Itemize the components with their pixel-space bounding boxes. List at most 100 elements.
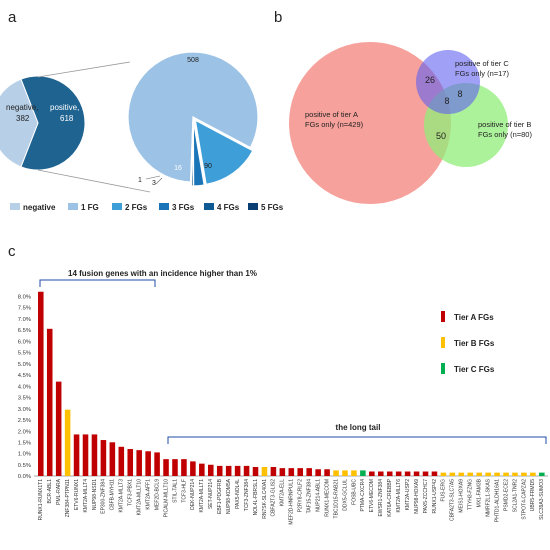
x-tick-label: PHTD1-ALDH16A1 [494, 479, 500, 522]
legend-swatch [441, 337, 445, 348]
legend-label: 3 FGs [172, 203, 195, 212]
y-tick-label: 7.0% [18, 317, 31, 323]
venn-overlap-ab: 50 [436, 131, 446, 141]
bar [100, 440, 107, 476]
bar [279, 468, 286, 476]
bar [521, 472, 527, 476]
x-tick-label: KMT2A-AFF1 [145, 479, 151, 510]
legend-swatch [10, 203, 20, 210]
bar [252, 467, 259, 476]
x-tick-label: KMT2A-MLLT4 [83, 479, 89, 513]
bar [351, 470, 357, 476]
bar [216, 465, 223, 476]
bar [503, 472, 509, 476]
venn-label-c-line1: positive of tier C [455, 59, 509, 68]
bar-chart-xlabels: RUNX1-RUNX1T1 BCR-ABL1 PML-RARA ZNF384-PTPN… [38, 478, 545, 524]
x-tick-label: PAX5-ZCCHC7 [423, 479, 429, 514]
legend-swatch [159, 203, 169, 210]
legend-label: 5 FGs [261, 203, 284, 212]
x-tick-label: BCR-ABL1 [47, 479, 53, 504]
panel-label-c: c [8, 243, 16, 260]
bar [404, 471, 411, 476]
venn-overlap-bc: 8 [457, 89, 462, 99]
x-tick-label: STPOT4-CAPZA2 [521, 479, 527, 520]
bar [539, 472, 545, 476]
pie-slice-2fgs [194, 119, 254, 186]
venn-overlap-ac: 26 [425, 75, 435, 85]
pie-label-negative: negative, [6, 103, 38, 112]
x-tick-label: P2RY8-CRLF2 [298, 479, 304, 512]
x-tick-label: NUP98-HOXA9 [414, 479, 420, 514]
pie-slice-5fgs [189, 120, 194, 187]
bar [431, 471, 438, 476]
bar [82, 434, 89, 476]
pie-right-value-labels: 508 90 16 3 1 [138, 57, 212, 187]
x-tick-label: ETV6-MECOM [369, 479, 375, 512]
x-tick-label: MEIS1-HOXA9 [459, 479, 465, 513]
x-tick-label: KAT6A-CREBBP [387, 478, 393, 516]
x-tick-label: NMRF2L1-SKAS [485, 478, 491, 516]
x-tick-label: SCL2A1-TNR2 [512, 479, 518, 513]
venn-label-a-line2: FGs only (n=429) [305, 120, 364, 129]
x-tick-label: KMT2A-USP2 [405, 479, 411, 511]
bar [369, 471, 375, 476]
x-tick-label: MEF2D-HNRNPUL1 [289, 479, 295, 525]
bracket-tail [167, 436, 547, 444]
x-tick-label: EBF1-PDGFRB [217, 478, 223, 514]
panel-label-b: b [274, 9, 282, 26]
bar [413, 471, 420, 476]
bar [154, 452, 160, 476]
venn-label-a-line1: positive of tier A [305, 110, 358, 119]
x-tick-label: PSMD2-ECE2 [503, 479, 509, 511]
bar [467, 472, 474, 476]
x-tick-label: NUP214-ABL1 [315, 479, 321, 512]
y-tick-label: 5.0% [18, 362, 31, 368]
bar [234, 465, 241, 476]
bar [386, 471, 393, 476]
bar [342, 470, 348, 476]
bar [378, 471, 384, 476]
y-tick-label: 0.0% [18, 474, 31, 480]
bar [494, 472, 500, 476]
venn-overlap-abc: 8 [444, 96, 449, 106]
y-tick-label: 2.5% [18, 418, 31, 424]
x-tick-label: RUNX1-MECOM [324, 479, 330, 517]
pie-connectors [37, 61, 151, 193]
x-tick-label: PTMA-CXCR4 [360, 479, 366, 512]
x-tick-label: NUP98-NSD1 [92, 479, 98, 510]
legend-label: 2 FGs [125, 203, 148, 212]
bar [73, 434, 80, 476]
venn-label-b-line2: FGs only (n=80) [478, 130, 532, 139]
bar [288, 468, 295, 476]
bar [127, 449, 134, 476]
bar [530, 472, 536, 476]
x-tick-label: RUNX1-USP42 [432, 479, 438, 514]
bar [458, 472, 465, 476]
x-tick-label: TBC1D15-RAB21 [333, 479, 339, 519]
bracket-high [39, 279, 156, 287]
legend-label: negative [23, 203, 56, 212]
x-tick-label: SLC39A3-SUMO3 [539, 479, 545, 520]
pie-value-label: 1 [138, 177, 142, 184]
y-tick-label: 3.0% [18, 407, 31, 413]
legend-label: Tier C FGs [454, 365, 495, 374]
x-tick-label: CBFA2T3-GLIS2 [271, 479, 277, 517]
x-tick-label: MEF2D-BCL9 [154, 479, 160, 510]
annotation-high-incidence: 14 fusion genes with an incidence higher… [68, 269, 257, 278]
bar [440, 472, 447, 476]
bar [261, 467, 268, 476]
bar [395, 471, 402, 476]
y-tick-label: 2.0% [18, 429, 31, 435]
bar [136, 450, 142, 476]
bar [181, 459, 187, 476]
legend-label: Tier B FGs [454, 339, 495, 348]
pie-value-negative: 382 [16, 114, 30, 123]
x-tick-label: TCF3-ZNF384 [244, 479, 250, 511]
venn-label-b-line1: positive of tier B [478, 120, 531, 129]
x-tick-label: TAF15-ZNF384 [307, 479, 313, 514]
legend-label: 4 FGs [217, 203, 240, 212]
x-tick-label: KMT2A-MLLT1 [199, 479, 205, 513]
x-tick-label: KMT2A-MLLT10 [137, 479, 143, 516]
bar [55, 381, 62, 476]
y-tick-label: 1.5% [18, 440, 31, 446]
